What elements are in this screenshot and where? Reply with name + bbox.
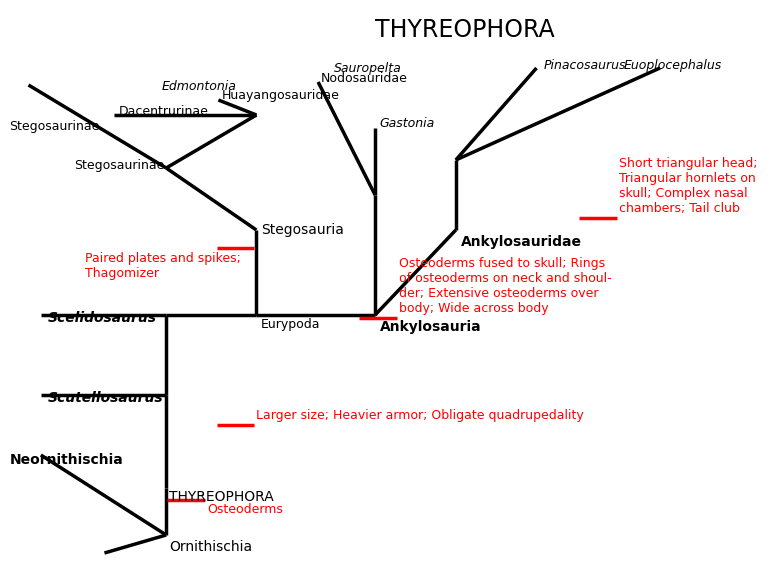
Text: Scutellosaurus: Scutellosaurus: [48, 391, 163, 405]
Text: Nodosauridae: Nodosauridae: [321, 72, 408, 85]
Text: Dacentrurinae: Dacentrurinae: [119, 105, 208, 118]
Text: Ankylosauria: Ankylosauria: [380, 320, 481, 334]
Text: THYREOPHORA: THYREOPHORA: [169, 490, 274, 504]
Text: Edmontonia: Edmontonia: [161, 80, 236, 93]
Text: Neornithischia: Neornithischia: [9, 453, 123, 467]
Text: Osteoderms: Osteoderms: [207, 503, 283, 516]
Text: Paired plates and spikes;
Thagomizer: Paired plates and spikes; Thagomizer: [86, 252, 241, 280]
Text: Stegosauria: Stegosauria: [261, 223, 344, 237]
Text: Stegosaurinae: Stegosaurinae: [9, 120, 100, 133]
Text: Sauropelta: Sauropelta: [335, 62, 402, 75]
Text: Huayangosauridae: Huayangosauridae: [222, 89, 339, 102]
Text: Eurypoda: Eurypoda: [261, 318, 321, 331]
Text: Short triangular head;
Triangular hornlets on
skull; Complex nasal
chambers; Tai: Short triangular head; Triangular hornle…: [619, 157, 757, 215]
Text: THYREOPHORA: THYREOPHORA: [375, 18, 555, 42]
Text: Osteoderms fused to skull; Rings
of osteoderms on neck and shoul-
der; Extensive: Osteoderms fused to skull; Rings of oste…: [399, 257, 612, 315]
Text: Larger size; Heavier armor; Obligate quadrupedality: Larger size; Heavier armor; Obligate qua…: [257, 409, 584, 422]
Text: Scelidosaurus: Scelidosaurus: [48, 311, 157, 325]
Text: Euoplocephalus: Euoplocephalus: [624, 59, 722, 72]
Text: Pinacosaurus: Pinacosaurus: [543, 59, 626, 72]
Text: Stegosaurinae: Stegosaurinae: [74, 159, 165, 172]
Text: Ankylosauridae: Ankylosauridae: [460, 235, 582, 249]
Text: Gastonia: Gastonia: [380, 117, 435, 130]
Text: Ornithischia: Ornithischia: [169, 540, 252, 554]
